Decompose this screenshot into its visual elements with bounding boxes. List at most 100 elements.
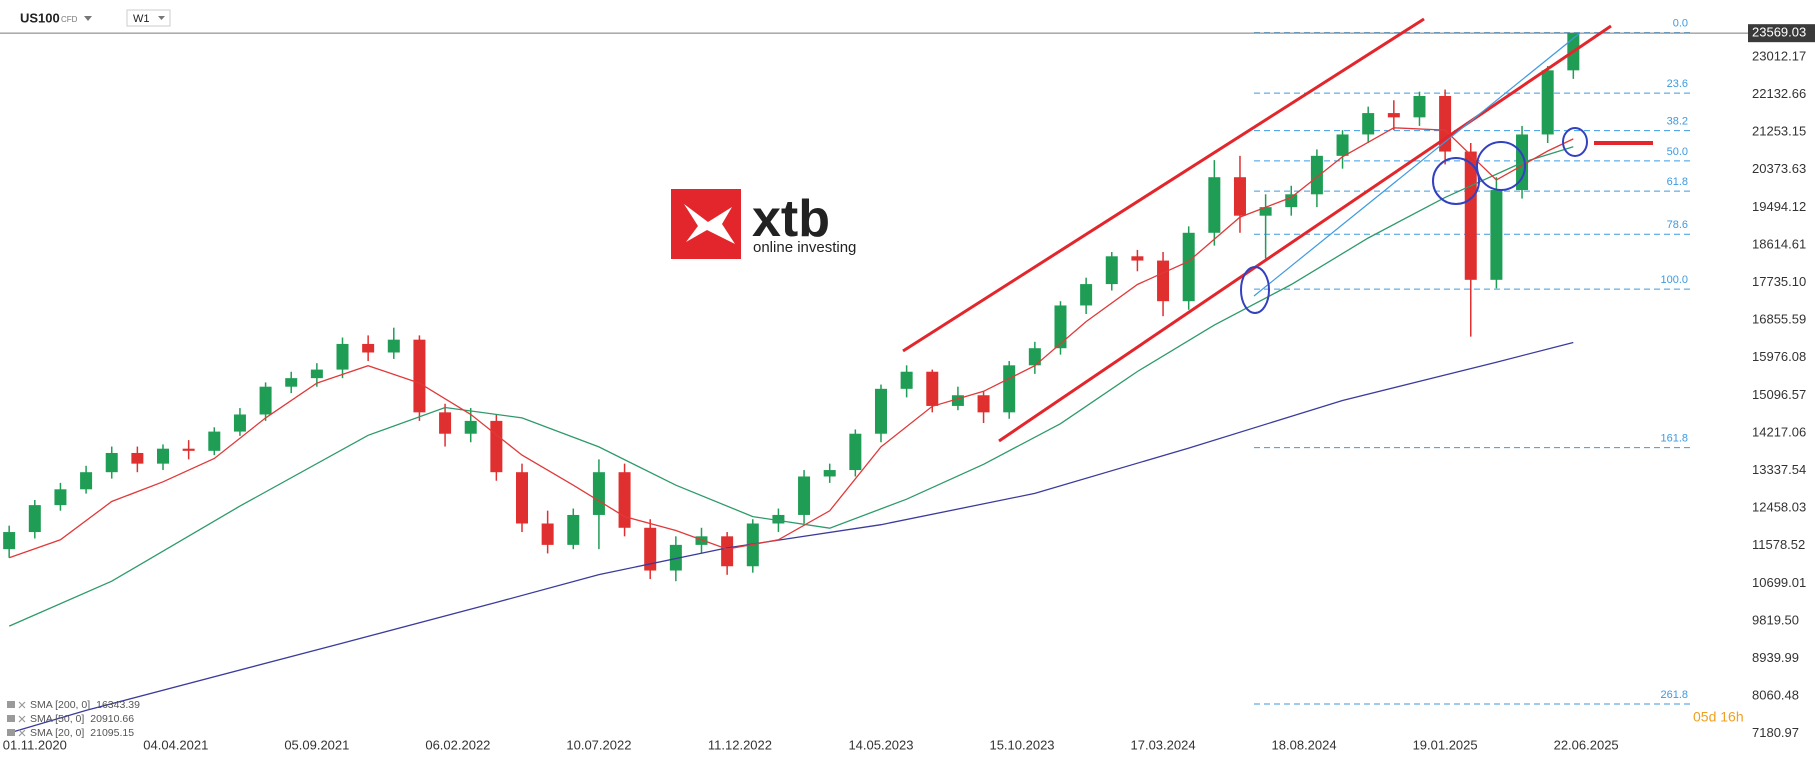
price-label-box: [1748, 24, 1815, 43]
candle-body: [1490, 190, 1503, 280]
candle-body: [310, 369, 323, 379]
x-tick-label: 22.06.2025: [1554, 737, 1619, 752]
channel-upper: [902, 17, 1425, 353]
x-tick-label: 04.04.2021: [143, 737, 208, 752]
candle-body: [644, 527, 657, 571]
sma-line: [8, 146, 1574, 627]
candle-body: [1336, 134, 1349, 156]
candle-body: [798, 476, 811, 515]
y-tick-label: 8060.48: [1752, 688, 1799, 703]
legend-entry: SMA [50, 0] 20910.66: [30, 713, 134, 725]
dropdown-arrow[interactable]: [84, 16, 92, 21]
candle-body: [1080, 284, 1093, 306]
candle-body: [157, 448, 170, 464]
y-tick-label: 13337.54: [1752, 462, 1806, 477]
candle-body: [1310, 155, 1323, 195]
x-tick-label: 17.03.2024: [1131, 737, 1196, 752]
legend-icon: [7, 715, 15, 722]
candle-body: [208, 431, 221, 451]
candle-body: [1182, 232, 1195, 302]
fib-label: 161.8: [1660, 432, 1688, 444]
market: CFD: [61, 15, 78, 24]
y-tick-label: 18614.61: [1752, 236, 1806, 251]
x-tick-label: 19.01.2025: [1413, 737, 1478, 752]
legend-close: [18, 715, 26, 723]
candle-body: [3, 532, 16, 550]
fib-label: 100.0: [1660, 274, 1688, 286]
legend-value: 16343.39: [96, 699, 140, 711]
candle-body: [516, 472, 528, 524]
candle-body: [1233, 177, 1246, 216]
candle-body: [1464, 151, 1477, 280]
candle-body: [233, 414, 246, 432]
legend-name: SMA [20, 0]: [30, 727, 84, 739]
sma-line: [9, 341, 1574, 734]
candle-body: [567, 514, 580, 545]
legend-name: SMA [50, 0]: [30, 713, 84, 725]
candle-body: [977, 395, 990, 413]
candle-body: [618, 472, 631, 528]
candle-body: [1439, 95, 1452, 152]
candle-body: [874, 388, 887, 434]
candle-body: [1131, 256, 1144, 261]
legend-close: [18, 701, 26, 709]
sma-line: [8, 127, 1574, 559]
y-tick-label: 22132.66: [1752, 86, 1806, 101]
countdown: 05d 16h: [1693, 709, 1744, 725]
fib-label: 0.0: [1673, 18, 1688, 30]
candle-body: [336, 343, 349, 370]
candle-body: [772, 514, 785, 524]
candle-body: [541, 523, 554, 545]
candle-body: [1003, 365, 1016, 413]
highlight-circle: [1562, 127, 1588, 157]
candle-body: [28, 505, 41, 533]
candle-body: [413, 339, 426, 413]
legend-name: SMA [200, 0]: [30, 699, 90, 711]
candle-body: [105, 452, 118, 473]
y-tick-label: 23012.17: [1752, 48, 1806, 63]
candle-body: [926, 371, 939, 406]
candle-body: [387, 339, 400, 353]
highlight-circle: [1240, 266, 1270, 314]
dropdown-arrow[interactable]: [158, 16, 165, 20]
candle-body: [80, 472, 93, 490]
candle-body: [259, 386, 272, 415]
y-tick-label: 17735.10: [1752, 274, 1806, 289]
y-tick-label: 14217.06: [1752, 424, 1806, 439]
candle-body: [592, 472, 605, 515]
interval-box[interactable]: [126, 9, 171, 27]
candle-body: [721, 536, 734, 567]
candle-body: [1285, 194, 1298, 208]
y-tick-label: 8939.99: [1752, 650, 1799, 665]
logo-symbol: [684, 204, 735, 244]
candle-body: [849, 433, 862, 471]
annotations: xtb online investing: [671, 17, 1653, 443]
logo: xtb online investing: [671, 189, 856, 259]
x-tick-label: 11.12.2022: [708, 737, 772, 752]
candle-body: [1387, 113, 1400, 118]
y-tick-label: 20373.63: [1752, 161, 1806, 176]
price-label: 23569.03: [1752, 25, 1806, 40]
y-tick-label: 10699.01: [1752, 575, 1806, 590]
legend-icon: [7, 701, 15, 708]
legend-entry: SMA [20, 0] 21095.15: [30, 727, 134, 739]
x-tick-label: 10.07.2022: [566, 737, 631, 752]
symbol[interactable]: US100: [20, 10, 60, 25]
trend-line: [1253, 32, 1581, 297]
candle-body: [1413, 95, 1426, 118]
y-tick-label: 15096.57: [1752, 387, 1806, 402]
fib-label: 50.0: [1667, 146, 1688, 158]
toolbar: US100 CFD W1: [20, 9, 171, 27]
y-tick-label: 12458.03: [1752, 500, 1806, 515]
y-tick-label: 11578.52: [1752, 537, 1805, 552]
candle-body: [1541, 70, 1554, 135]
candle-body: [285, 378, 298, 387]
candle-body: [1157, 260, 1170, 302]
candle-body: [1362, 113, 1375, 135]
y-tick-label: 16855.59: [1752, 312, 1806, 327]
candle-body: [695, 536, 708, 545]
interval[interactable]: W1: [133, 13, 150, 25]
logo-tagline: online investing: [753, 239, 856, 256]
plot-area: 23012.17 22132.66 21253.15 20373.63 19494.12…: [0, 18, 1815, 752]
